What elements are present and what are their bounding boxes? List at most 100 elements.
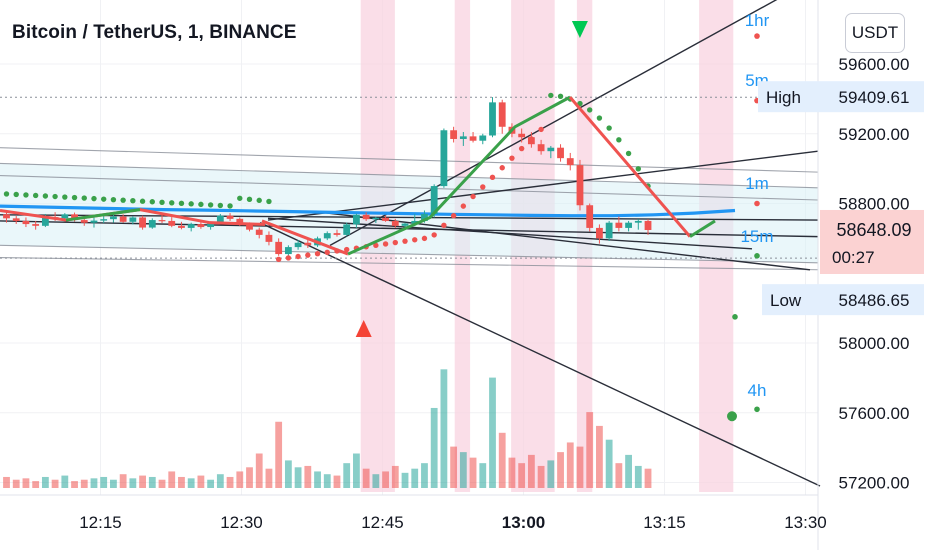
candle-body [586, 205, 594, 228]
volume-bar [12, 479, 20, 488]
sar-dot [207, 202, 214, 208]
candle-body [187, 224, 195, 228]
sar-dot [110, 196, 117, 203]
volume-bar [547, 460, 555, 488]
candle-body [168, 220, 176, 226]
sar-dot [470, 193, 476, 200]
volume-bar [90, 478, 98, 488]
candle-body [430, 186, 438, 214]
volume-bar [411, 468, 419, 488]
sar-dot [266, 198, 272, 205]
last-price-value: 58648.09 [836, 220, 911, 240]
volume-bar [498, 432, 506, 488]
volume-bar [440, 369, 448, 488]
countdown-timer: 00:27 [832, 248, 875, 267]
zigzag-segment [0, 208, 266, 226]
volume-bar [479, 463, 487, 488]
volume-bar [32, 481, 40, 488]
sar-dot [441, 222, 447, 228]
trend-line [319, 211, 811, 271]
candle-body [644, 220, 652, 231]
volume-bar [61, 475, 69, 488]
sar-dot [71, 194, 78, 201]
trend-lines [0, 0, 821, 487]
timeframe-dot-large [727, 411, 737, 422]
volume-bar [236, 471, 244, 488]
volume-bar [605, 439, 613, 488]
candle-body [469, 136, 477, 141]
candle-body [323, 233, 331, 239]
high-label-bg [758, 81, 820, 113]
price-tick-label: 57200.00 [839, 474, 910, 493]
time-tick-label: 13:15 [643, 513, 686, 532]
candle-body [353, 214, 360, 225]
time-axis[interactable]: 12:15 12:30 12:45 13:00 13:15 13:30 [0, 494, 827, 532]
sar-dot [509, 155, 515, 161]
candle-body [411, 220, 419, 224]
volume-bar [459, 452, 467, 488]
sar-dot [169, 200, 175, 206]
timeframe-dot [754, 253, 760, 259]
price-tick-label: 58000.00 [839, 334, 910, 353]
volume-bar [304, 465, 312, 488]
sar-dot [198, 201, 204, 208]
volume-bar [557, 452, 564, 488]
volume-bar [284, 460, 292, 488]
volume-bar [469, 457, 477, 488]
sar-dot [159, 199, 165, 205]
sar-dot [412, 237, 418, 243]
candlesticks [3, 97, 652, 257]
candle-body [547, 147, 555, 152]
sar-dot [42, 193, 49, 199]
candle-body [605, 222, 613, 239]
candle-body [197, 224, 205, 228]
zigzag-segment [261, 219, 349, 256]
volume-bar [596, 425, 603, 488]
time-tick-label: 13:30 [784, 513, 827, 532]
trend-line [0, 214, 819, 221]
signal-markers [355, 21, 588, 337]
candle-body [90, 220, 98, 223]
candle-body [362, 214, 370, 220]
sar-dot [120, 197, 126, 203]
candle-body [265, 234, 273, 242]
volume-bar [265, 468, 273, 488]
timeframe-label: 1hr [745, 11, 770, 30]
sar-dot [3, 191, 10, 197]
sar-dot [227, 203, 233, 209]
sar-dot [596, 115, 603, 121]
sar-dot [130, 198, 136, 204]
sar-dot [149, 199, 155, 205]
candle-body [284, 247, 292, 255]
volume-bar [382, 471, 389, 488]
sar-dot [480, 184, 486, 190]
volume-bar [343, 463, 351, 488]
sar-dot [188, 201, 194, 207]
candle-body [479, 135, 487, 141]
candle-body [246, 224, 253, 230]
chart-title: Bitcoin / TetherUS, 1, BINANCE [12, 22, 297, 43]
candle-body [576, 165, 584, 206]
volume-bar [119, 474, 127, 488]
channel-line [0, 162, 819, 189]
sar-dot [625, 150, 632, 157]
sar-dots [3, 33, 760, 422]
timeframe-dot [754, 200, 760, 207]
channel-line [0, 244, 819, 264]
volume-bar [3, 476, 10, 488]
volume-bar [391, 465, 399, 488]
timeframe-label: 1m [745, 174, 769, 193]
trend-line [259, 222, 821, 487]
volume-bar [421, 463, 428, 488]
volume-bar [207, 479, 215, 488]
volume-bars [3, 369, 652, 488]
trend-line [267, 217, 753, 250]
sar-dot [548, 92, 554, 99]
volume-bar [537, 465, 545, 488]
price-axis[interactable]: 59600.00 59200.00 58800.00 58000.00 57600.00… [817, 0, 910, 550]
currency-button[interactable]: USDT [845, 13, 905, 53]
sar-dot [178, 200, 185, 207]
sar-dot [139, 198, 146, 204]
candle-body [333, 233, 341, 235]
